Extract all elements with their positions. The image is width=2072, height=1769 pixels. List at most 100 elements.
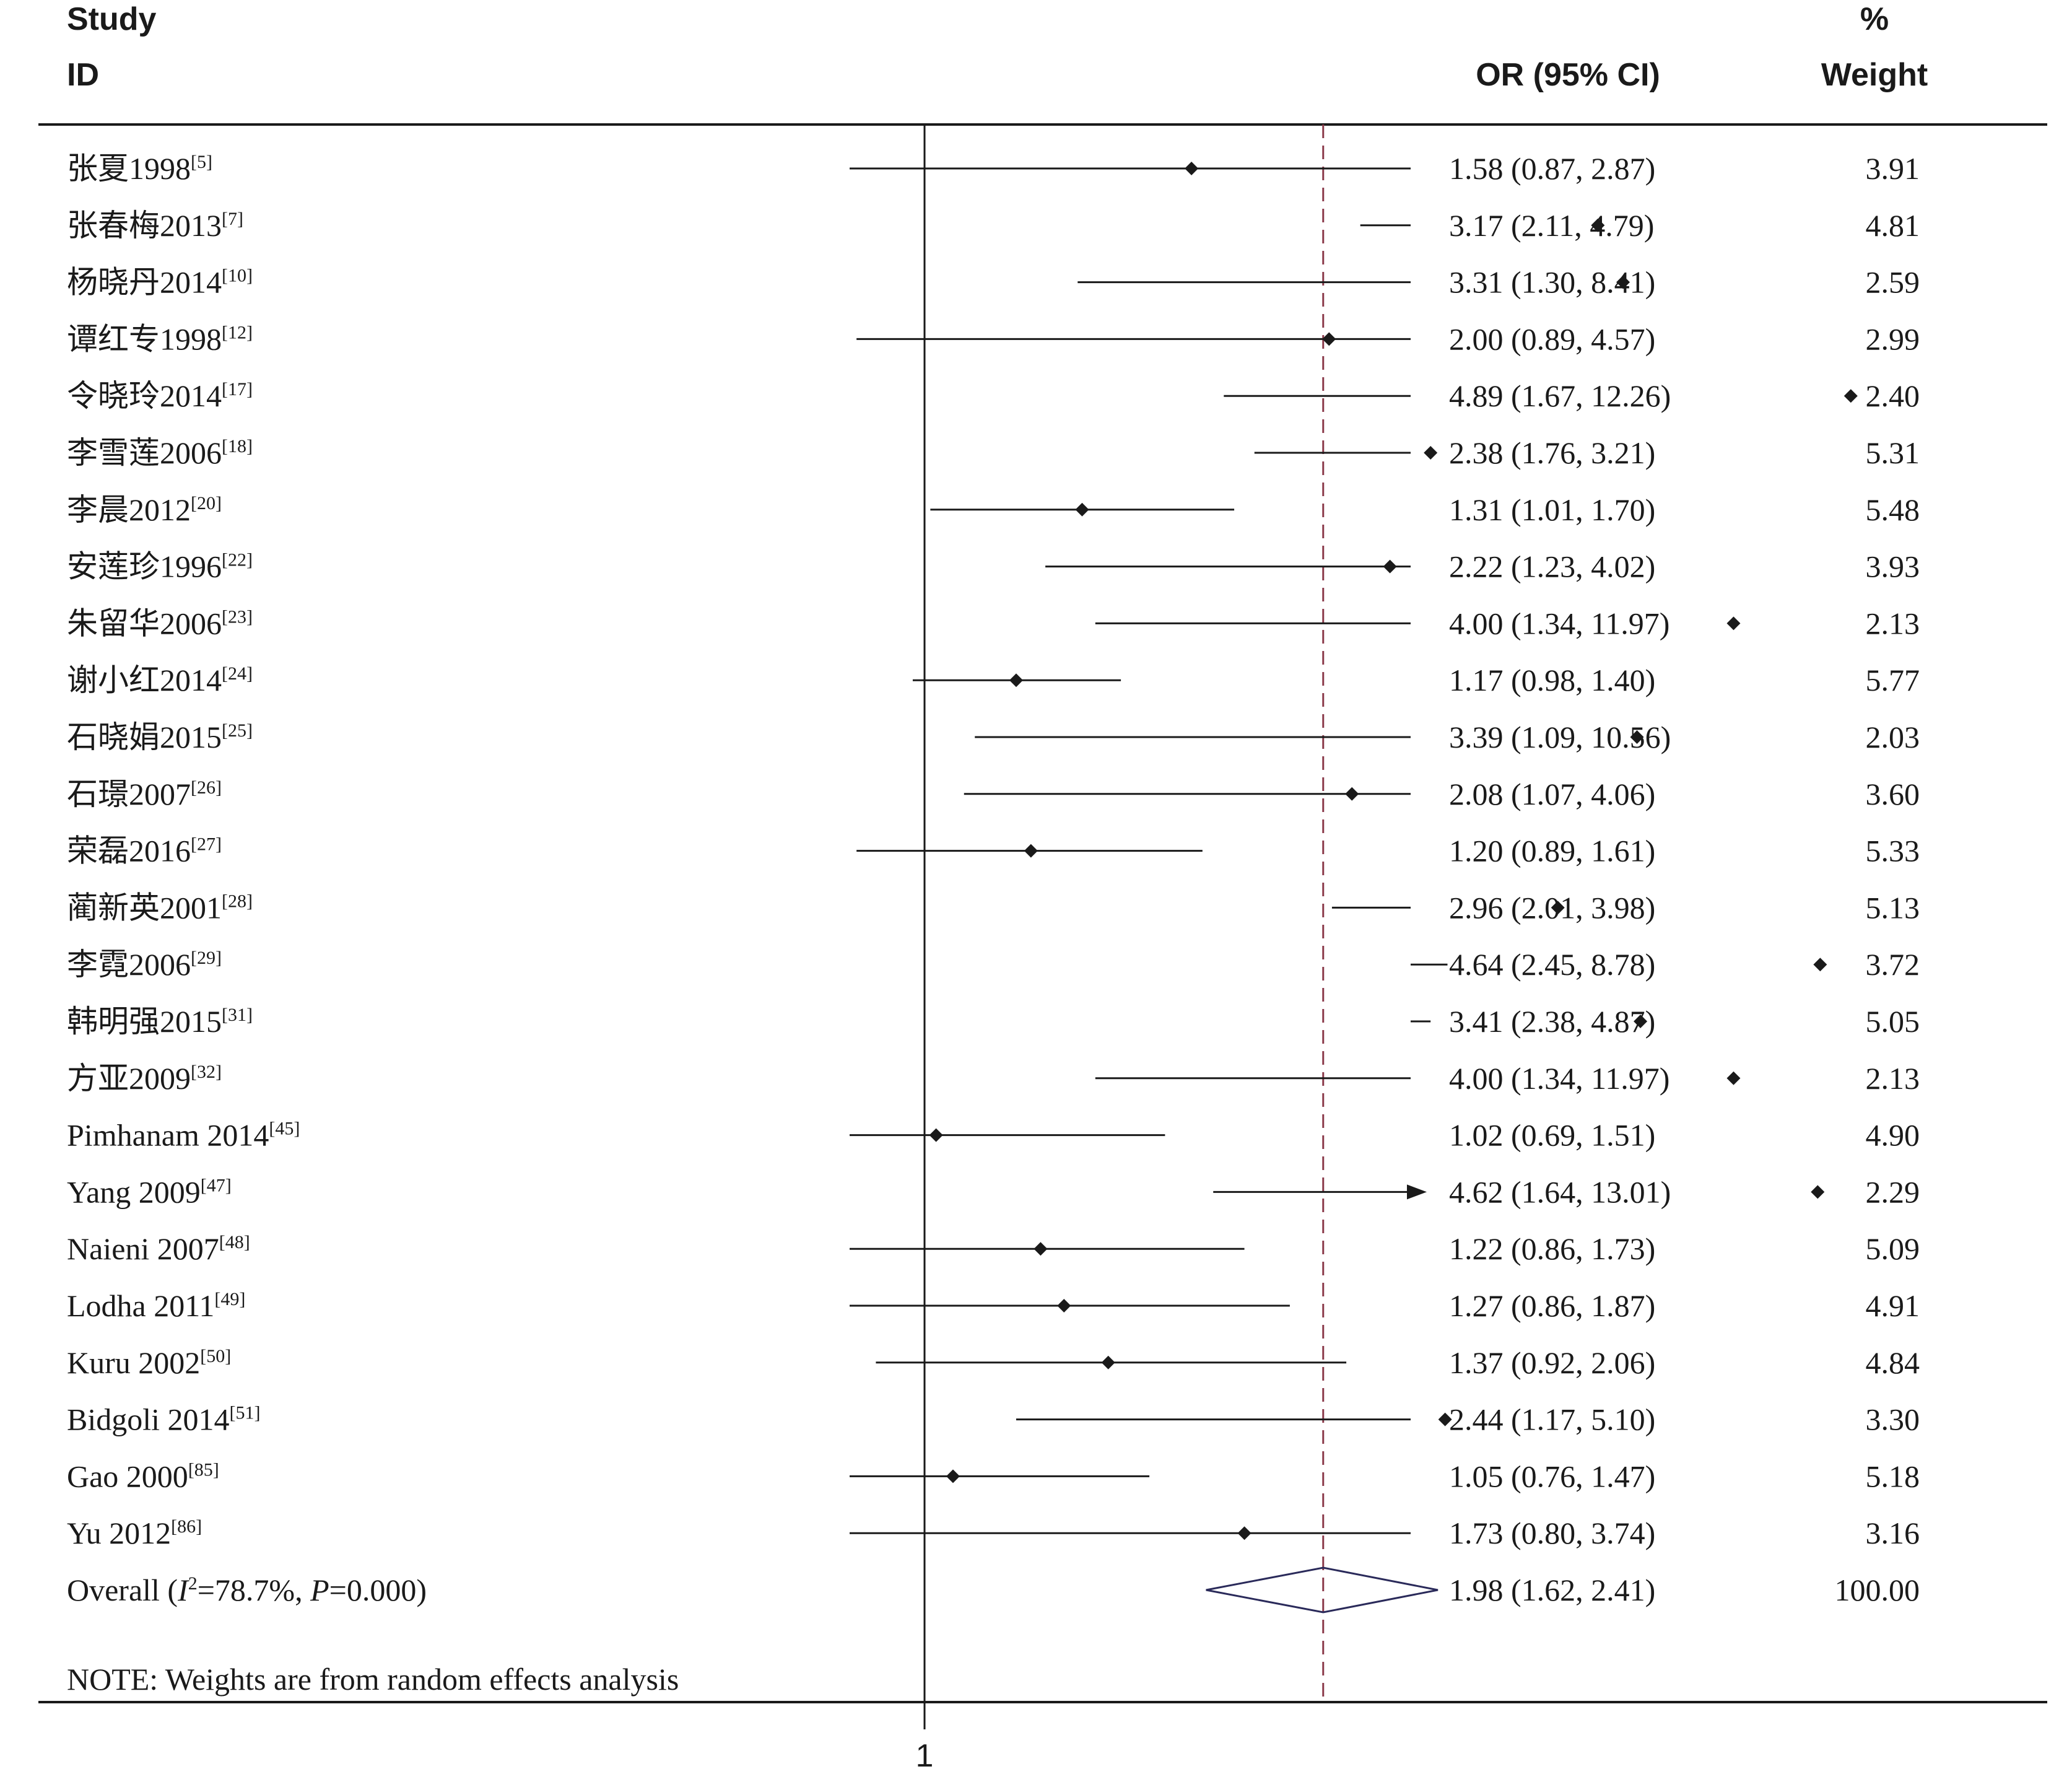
point-estimate <box>1424 446 1438 460</box>
study-name: Pimhanam 2014[45] <box>67 1118 300 1153</box>
study-weight: 5.77 <box>1866 663 1920 697</box>
study-name: Gao 2000[85] <box>67 1459 219 1493</box>
point-estimate <box>1591 218 1605 232</box>
plot-marks <box>850 124 1858 1702</box>
study-name: 荣磊2016[27] <box>67 834 222 868</box>
study-name: 李晨2012[20] <box>67 492 222 527</box>
overall-or-ci: 1.98 (1.62, 2.41) <box>1449 1573 1655 1607</box>
study-row: 蔺新英2001[28] 2.96 (2.01, 3.98) 5.13 <box>67 890 1920 925</box>
study-or-ci: 1.37 (0.92, 2.06) <box>1449 1345 1655 1380</box>
study-row: Gao 2000[85] 1.05 (0.76, 1.47) 5.18 <box>67 1459 1920 1493</box>
study-weight: 5.05 <box>1866 1004 1920 1039</box>
study-row: 方亚2009[32] 4.00 (1.34, 11.97) 2.13 <box>67 1061 1920 1096</box>
study-row: 杨晓丹2014[10] 3.31 (1.30, 8.41) 2.59 <box>67 265 1920 300</box>
study-row: 张春梅2013[7] 3.17 (2.11, 4.79) 4.81 <box>67 208 1920 243</box>
study-weight: 3.93 <box>1866 549 1920 584</box>
study-rows: 张夏1998[5] 1.58 (0.87, 2.87) 3.91 张春梅2013[7]… <box>67 151 1920 1607</box>
study-name: 蔺新英2001[28] <box>67 890 253 925</box>
point-estimate <box>1024 844 1038 858</box>
study-weight: 2.59 <box>1866 265 1920 300</box>
study-name: 杨晓丹2014[10] <box>67 265 253 300</box>
point-estimate <box>1237 1526 1251 1540</box>
study-or-ci: 4.64 (2.45, 8.78) <box>1449 947 1655 982</box>
point-estimate <box>1101 1355 1115 1369</box>
study-weight: 5.31 <box>1866 435 1920 470</box>
study-or-ci: 1.17 (0.98, 1.40) <box>1449 663 1655 697</box>
study-or-ci: 3.41 (2.38, 4.87) <box>1449 1004 1655 1039</box>
study-weight: 5.33 <box>1866 834 1920 868</box>
study-or-ci: 1.05 (0.76, 1.47) <box>1449 1459 1655 1493</box>
study-name: 李雪莲2006[18] <box>67 435 253 470</box>
x-axis-ticks: 0.076 9113 <box>916 1702 934 1769</box>
study-weight: 3.72 <box>1866 947 1920 982</box>
study-weight: 2.13 <box>1866 606 1920 640</box>
study-name: 张夏1998[5] <box>67 151 212 186</box>
header-study: Study <box>67 1 157 37</box>
study-name: Yang 2009[47] <box>67 1174 232 1209</box>
study-row: Pimhanam 2014[45] 1.02 (0.69, 1.51) 4.90 <box>67 1118 1920 1153</box>
study-row: 韩明强2015[31] 3.41 (2.38, 4.87) 5.05 <box>67 1004 1920 1039</box>
study-row: Yu 2012[86] 1.73 (0.80, 3.74) 3.16 <box>67 1516 1920 1550</box>
study-or-ci: 4.89 (1.67, 12.26) <box>1449 378 1671 413</box>
overall-label: Overall (I2=78.7%, P=0.000) <box>67 1573 427 1607</box>
study-weight: 3.60 <box>1866 777 1920 811</box>
study-or-ci: 3.17 (2.11, 4.79) <box>1449 208 1654 243</box>
study-row: 张夏1998[5] 1.58 (0.87, 2.87) 3.91 <box>67 151 1920 186</box>
study-weight: 5.48 <box>1866 492 1920 527</box>
study-weight: 5.18 <box>1866 1459 1920 1493</box>
point-estimate <box>946 1469 960 1483</box>
study-or-ci: 1.27 (0.86, 1.87) <box>1449 1288 1655 1323</box>
study-row: 谭红专1998[12] 2.00 (0.89, 4.57) 2.99 <box>67 321 1920 356</box>
study-or-ci: 2.08 (1.07, 4.06) <box>1449 777 1655 811</box>
study-row: Bidgoli 2014[51] 2.44 (1.17, 5.10) 3.30 <box>67 1402 1920 1437</box>
study-row: 令晓玲2014[17] 4.89 (1.67, 12.26) 2.40 <box>67 378 1920 413</box>
header-id: ID <box>67 57 99 93</box>
study-or-ci: 2.44 (1.17, 5.10) <box>1449 1402 1655 1437</box>
header-weight-percent: % <box>1860 1 1889 37</box>
study-name: Naieni 2007[48] <box>67 1231 250 1266</box>
study-or-ci: 1.20 (0.89, 1.61) <box>1449 834 1655 868</box>
study-row: 李雪莲2006[18] 2.38 (1.76, 3.21) 5.31 <box>67 435 1920 470</box>
study-or-ci: 1.73 (0.80, 3.74) <box>1449 1516 1655 1550</box>
study-weight: 2.13 <box>1866 1061 1920 1096</box>
study-or-ci: 2.22 (1.23, 4.02) <box>1449 549 1655 584</box>
study-or-ci: 2.00 (0.89, 4.57) <box>1449 321 1655 356</box>
study-row: 谢小红2014[24] 1.17 (0.98, 1.40) 5.77 <box>67 663 1920 697</box>
study-weight: 3.30 <box>1866 1402 1920 1437</box>
study-or-ci: 1.22 (0.86, 1.73) <box>1449 1231 1655 1266</box>
point-estimate <box>929 1128 943 1142</box>
point-estimate <box>1345 787 1359 801</box>
study-row: Lodha 2011[49] 1.27 (0.86, 1.87) 4.91 <box>67 1288 1920 1323</box>
x-tick-label: 1 <box>916 1738 934 1769</box>
overall-diamond <box>1206 1566 1439 1614</box>
study-weight: 4.81 <box>1866 208 1920 243</box>
point-estimate <box>1813 958 1827 972</box>
study-or-ci: 4.62 (1.64, 13.01) <box>1449 1174 1671 1209</box>
study-row: 李晨2012[20] 1.31 (1.01, 1.70) 5.48 <box>67 492 1920 527</box>
study-name: 令晓玲2014[17] <box>67 378 253 413</box>
point-estimate <box>1843 389 1858 403</box>
study-row: Yang 2009[47] 4.62 (1.64, 13.01) 2.29 <box>67 1174 1920 1209</box>
study-name: 石晓娟2015[25] <box>67 720 253 754</box>
point-estimate <box>1438 1412 1452 1426</box>
study-or-ci: 1.02 (0.69, 1.51) <box>1449 1118 1655 1153</box>
point-estimate <box>1726 616 1741 631</box>
study-row: 石璟2007[26] 2.08 (1.07, 4.06) 3.60 <box>67 777 1920 811</box>
point-estimate <box>1009 673 1023 688</box>
study-row: Kuru 2002[50] 1.37 (0.92, 2.06) 4.84 <box>67 1345 1920 1380</box>
study-name: 安莲珍1996[22] <box>67 549 253 584</box>
study-or-ci: 2.38 (1.76, 3.21) <box>1449 435 1655 470</box>
header-effect: OR (95% CI) <box>1476 57 1660 93</box>
point-estimate <box>1551 901 1565 915</box>
point-estimate <box>1075 502 1089 517</box>
study-name: Kuru 2002[50] <box>67 1345 231 1380</box>
study-row: Naieni 2007[48] 1.22 (0.86, 1.73) 5.09 <box>67 1231 1920 1266</box>
overall-row: Overall (I2=78.7%, P=0.000) 1.98 (1.62, 2… <box>67 1573 1920 1607</box>
point-estimate <box>1057 1299 1071 1313</box>
study-row: 荣磊2016[27] 1.20 (0.89, 1.61) 5.33 <box>67 834 1920 868</box>
study-weight: 2.40 <box>1866 378 1920 413</box>
point-estimate <box>1630 730 1644 744</box>
study-or-ci: 4.00 (1.34, 11.97) <box>1449 1061 1669 1096</box>
study-weight: 4.90 <box>1866 1118 1920 1153</box>
